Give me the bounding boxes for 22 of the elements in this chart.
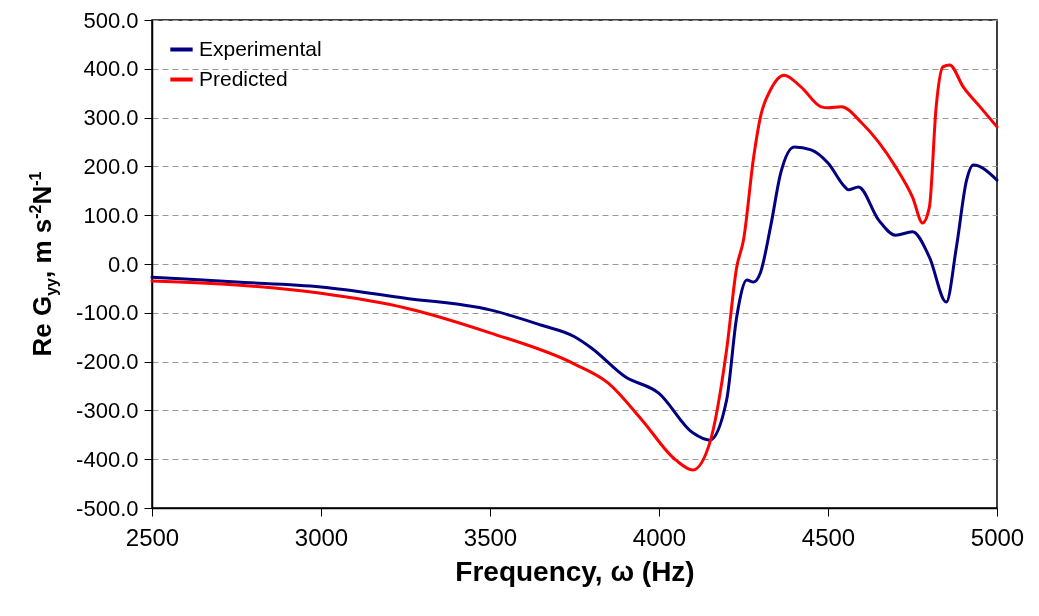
y-tick-label: -300.0 [76,397,139,423]
x-tick-label: 3500 [463,523,518,551]
y-tick-label: -200.0 [76,349,139,375]
x-tick-label: 3000 [294,523,349,551]
y-tick-label: -500.0 [76,495,139,521]
y-tick-label: 300.0 [83,105,139,131]
x-tick-label: 5000 [970,523,1025,551]
legend-label: Predicted [199,66,288,90]
x-axis-title: Frequency, ω (Hz) [455,555,695,587]
y-tick-label: 500.0 [83,7,139,33]
legend-label: Experimental [199,36,322,60]
y-tick-label: 200.0 [83,153,139,179]
y-tick-label: 0.0 [107,251,139,277]
line-series [150,63,999,472]
x-tick-label: 4500 [801,523,856,551]
y-tick-label: -100.0 [76,300,139,326]
line-series [150,145,999,442]
x-tick-label: 4000 [632,523,687,551]
y-tick-label: 400.0 [83,56,139,82]
y-tick-label: 100.0 [83,202,139,228]
x-tick-label: 2500 [125,523,180,551]
y-tick-label: -400.0 [76,446,139,472]
